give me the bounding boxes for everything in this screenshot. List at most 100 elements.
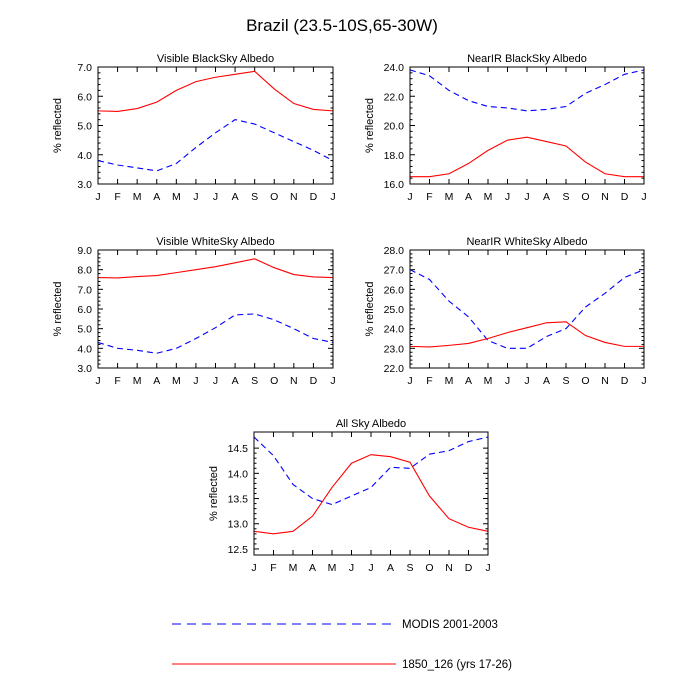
x-tick-label: M [133, 375, 142, 387]
y-tick-label: 3.0 [77, 179, 92, 191]
modis-series-line [409, 69, 645, 112]
x-tick-label: J [95, 375, 100, 387]
x-tick-label: F [270, 562, 276, 574]
x-tick-label: J [505, 191, 510, 203]
modis-series-line [97, 119, 334, 172]
y-axis-label: % reflected [52, 98, 64, 153]
x-tick-label: N [601, 375, 609, 387]
panel-title: All Sky Albedo [336, 418, 406, 430]
panel-title: Visible BlackSky Albedo [157, 53, 274, 65]
panel-title: Visible WhiteSky Albedo [156, 236, 274, 248]
x-tick-label: F [114, 375, 120, 387]
plot-frame [97, 66, 334, 185]
y-tick-label: 22.0 [384, 91, 405, 103]
x-tick-label: J [485, 562, 490, 574]
x-tick-label: A [232, 191, 239, 203]
x-tick-label: A [153, 375, 160, 387]
model-series-line [97, 258, 334, 279]
y-tick-label: 16.0 [384, 179, 405, 191]
x-tick-label: A [543, 191, 550, 203]
y-axis-label: % reflected [208, 466, 220, 521]
panel-title: NearIR WhiteSky Albedo [466, 236, 587, 248]
x-tick-label: J [524, 375, 529, 387]
model-series-line [253, 454, 489, 535]
y-tick-label: 5.0 [77, 324, 92, 336]
x-tick-label: N [290, 375, 298, 387]
x-tick-label: S [562, 375, 569, 387]
x-tick-label: N [290, 191, 298, 203]
plot-frame [409, 66, 645, 185]
x-tick-label: M [445, 191, 454, 203]
y-tick-label: 4.0 [77, 343, 92, 355]
y-tick-label: 6.0 [77, 91, 92, 103]
x-tick-label: J [505, 375, 510, 387]
y-tick-label: 22.0 [384, 363, 405, 375]
x-tick-label: J [213, 191, 218, 203]
x-tick-label: J [368, 562, 373, 574]
x-tick-label: O [270, 375, 278, 387]
modis-series-line [253, 436, 489, 506]
figure-title: Brazil (23.5-10S,65-30W) [246, 16, 438, 35]
x-tick-label: D [310, 191, 318, 203]
y-tick-label: 26.0 [384, 284, 405, 296]
y-tick-label: 12.5 [228, 544, 249, 556]
x-tick-label: S [562, 191, 569, 203]
x-tick-label: J [407, 375, 412, 387]
x-tick-label: A [153, 191, 160, 203]
x-tick-label: O [581, 375, 589, 387]
plot-frame [97, 249, 334, 369]
x-tick-label: J [213, 375, 218, 387]
x-tick-label: M [328, 562, 337, 574]
x-tick-label: J [251, 562, 256, 574]
x-tick-label: A [387, 562, 394, 574]
x-tick-label: A [309, 562, 316, 574]
y-tick-label: 3.0 [77, 363, 92, 375]
y-tick-label: 7.0 [77, 284, 92, 296]
x-tick-label: J [193, 191, 198, 203]
y-tick-label: 6.0 [77, 304, 92, 316]
y-tick-label: 13.0 [228, 519, 249, 531]
x-tick-label: F [114, 191, 120, 203]
x-tick-label: M [172, 191, 181, 203]
x-tick-label: S [251, 375, 258, 387]
y-tick-label: 5.0 [77, 121, 92, 133]
y-tick-label: 14.5 [228, 443, 249, 455]
x-tick-label: J [95, 191, 100, 203]
y-tick-label: 8.0 [77, 265, 92, 277]
x-tick-label: O [270, 191, 278, 203]
x-tick-label: M [289, 562, 298, 574]
x-tick-label: A [543, 375, 550, 387]
x-tick-label: M [484, 375, 493, 387]
y-axis-label: % reflected [364, 98, 376, 153]
y-tick-label: 25.0 [384, 304, 405, 316]
y-tick-label: 24.0 [384, 62, 405, 74]
plot-frame [253, 431, 489, 556]
x-tick-label: J [524, 191, 529, 203]
x-tick-label: M [172, 375, 181, 387]
x-tick-label: J [330, 191, 335, 203]
x-tick-label: J [193, 375, 198, 387]
x-tick-label: J [407, 191, 412, 203]
plot-frame [409, 249, 645, 369]
y-axis-label: % reflected [364, 281, 376, 336]
legend: MODIS 2001-2003 1850_126 (yrs 17-26) [172, 619, 512, 671]
x-tick-label: M [484, 191, 493, 203]
model-series-line [410, 136, 644, 178]
y-tick-label: 23.0 [384, 343, 405, 355]
x-tick-label: A [465, 191, 472, 203]
x-tick-label: N [445, 562, 453, 574]
y-tick-label: 20.0 [384, 121, 405, 133]
x-tick-label: O [581, 191, 589, 203]
y-tick-label: 18.0 [384, 150, 405, 162]
x-tick-label: J [641, 375, 646, 387]
x-tick-label: D [310, 375, 318, 387]
y-axis-label: % reflected [52, 281, 64, 336]
y-tick-label: 24.0 [384, 324, 405, 336]
x-tick-label: A [232, 375, 239, 387]
y-tick-label: 13.5 [228, 494, 249, 506]
x-tick-label: S [406, 562, 413, 574]
